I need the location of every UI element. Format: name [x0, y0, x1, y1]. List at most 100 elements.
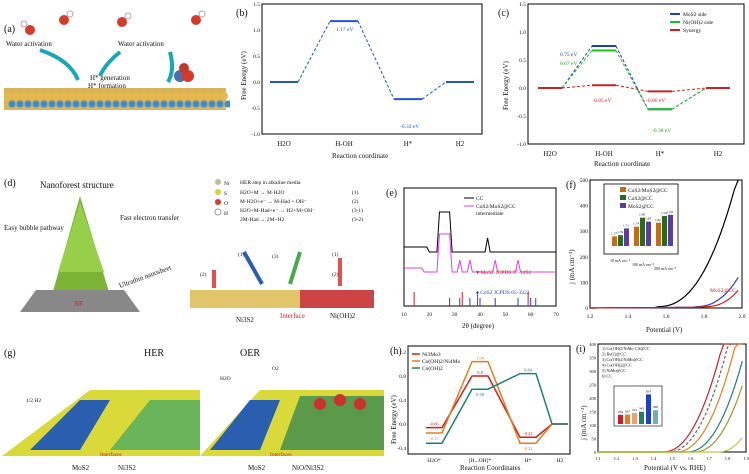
substrate-atom [204, 92, 212, 100]
xtick-label: H* [656, 150, 665, 158]
xtick-label: H-OH [335, 140, 353, 148]
inset-bar [662, 215, 667, 246]
text-h-formation: H* formation [88, 82, 126, 90]
text-water-left: Water activation [6, 40, 52, 48]
energy-profile [426, 372, 568, 444]
inset-bar [646, 394, 651, 424]
inset-bar-label: 1.59 [617, 230, 623, 234]
ytick-label: 500 [580, 178, 589, 184]
inset-legend-label: MoS2@CC [628, 204, 654, 210]
energy-connector [615, 84, 649, 92]
oer-ann-o2: O2 [272, 366, 279, 372]
panel-h: (h) Free Energy (eV) -0.4 0.0 0.4 0.8 1.2 H2O… [384, 340, 574, 474]
svg-text:O: O [224, 201, 228, 207]
substrate-atom [136, 100, 144, 108]
inset-bar [653, 410, 658, 424]
oer-sub-left: MoS2 [248, 464, 266, 472]
substrate-atom [12, 92, 20, 100]
energy-connector [297, 20, 331, 83]
step-number: (3-1) [352, 207, 363, 214]
ytick-label: 0.0 [519, 86, 526, 92]
substrate-atom [40, 100, 48, 108]
panel-f-label: (f) [566, 180, 576, 191]
ann-ni-h: -0.38 eV [652, 128, 671, 134]
energy-value-label: -0.32 [523, 446, 532, 451]
substrate-atom [144, 100, 152, 108]
ytick-label: 0.5 [253, 54, 260, 60]
substrate-atom [128, 100, 136, 108]
xtick-label: H* [525, 458, 532, 464]
xtick-label: H2O [277, 140, 291, 148]
ann-syn: 0.05 eV [594, 98, 611, 104]
ref-cos2: ♠ CoS2 JCPDS 65-3322 [476, 290, 530, 296]
panel-d-arrow-text: Ultrathin nanosheet [118, 264, 172, 290]
ytick-label: 1.0 [253, 28, 260, 34]
substrate-atom [120, 100, 128, 108]
panel-h-ylabel: Free Energy (eV) [390, 394, 398, 444]
ytick-label: -0.5 [251, 106, 260, 112]
substrate-atom [8, 100, 16, 108]
inset-bar [634, 226, 639, 246]
inset-bar [625, 414, 630, 424]
energy-value-label: 0.84 [524, 368, 533, 373]
energy-value-label: 0.8 [477, 370, 483, 375]
substrate-atom [56, 100, 64, 108]
energy-value-label: 1.04 [476, 356, 485, 361]
substrate-atom [60, 92, 68, 100]
xtick-label: 1.1 [595, 456, 601, 461]
panel-f-ylabel: j (mA cm⁻²) [568, 249, 576, 285]
panel-a-illustration: (a) Water activation Water activation H*… [4, 10, 230, 110]
legend-entry: 4) Co(OH)2@CC [602, 363, 632, 368]
panel-h-axes [407, 345, 571, 455]
xtick-label: H-OH [595, 150, 613, 158]
xtick-label: H2 [714, 150, 723, 158]
panel-i-label: (i) [576, 344, 585, 355]
substrate-atom [32, 100, 40, 108]
substrate-atom [208, 100, 216, 108]
substrate-atom [16, 100, 24, 108]
energy-connector [561, 50, 593, 89]
energy-connector [671, 87, 707, 92]
step-equation: M·H2O+e⁻ → M-Had + OH⁻ [240, 199, 307, 205]
ytick-label: 200 [589, 396, 597, 401]
substrate-atom [152, 100, 160, 108]
oer-iface: Interfaces [270, 451, 292, 458]
panel-i: (i) j (mA cm⁻²) 1.1 1.2 1.3 1.4 1.5 1.6 1.7 1.8… [574, 340, 749, 474]
arrow-teal-right2 [166, 51, 175, 84]
substrate-atom [24, 100, 32, 108]
inset-legend-label: CoS2@CC [628, 196, 653, 202]
panel-d-illustration: (d) Nanoforest structure Easy bubble pat… [4, 178, 374, 324]
legend-synergy: Synergy [683, 28, 701, 34]
xtick-label: 30 [452, 312, 458, 318]
ref-mos2: ♥ MoS2 JCPDS 37-1492 [476, 270, 531, 276]
sub-interface: Interface [280, 312, 305, 320]
inset-bar-label: 1.95 [667, 210, 673, 214]
substrate-atom [140, 92, 148, 100]
text-water-right: Water activation [118, 40, 164, 48]
substrate-atom [64, 100, 72, 108]
legend-cos2: CoS2/MoS2@CC [476, 204, 516, 210]
panel-e-chart: (e) 10 20 30 40 50 60 70 2θ (degree) CC CoS2/M… [386, 187, 559, 330]
panel-c-chart: (c) Free Energy (eV) -1.0 -0.5 0.0 0.5 1.0 1.… [498, 2, 745, 168]
substrate-atom [172, 92, 180, 100]
substrate-atom [176, 100, 184, 108]
panel-d-title: Nanoforest structure [40, 180, 114, 190]
panel-d-nf: NF [74, 300, 83, 308]
substrate-atom [76, 92, 84, 100]
substrate-atom [212, 92, 220, 100]
ann-syn-h: -0.06 eV [646, 98, 665, 104]
xtick-label: 1.3 [632, 456, 638, 461]
panel-b-ylabel: Free Energy (eV) [240, 50, 248, 100]
inset-bar-label: 833 [646, 389, 652, 393]
xtick-label: H* [404, 140, 413, 148]
inset-legend-swatch [620, 203, 626, 208]
legend-intermediate: intermediate [476, 211, 504, 217]
panel-b-ann-h: -0.33 eV [400, 124, 419, 130]
ytick-label: 0 [594, 450, 597, 455]
inset-bar-label: 267 [625, 410, 631, 414]
energy-value-label: -0.22 [523, 431, 532, 436]
inset-bar [668, 214, 673, 246]
energy-connector [561, 45, 593, 89]
substrate-atom [188, 92, 196, 100]
substrate-atom [192, 100, 200, 108]
